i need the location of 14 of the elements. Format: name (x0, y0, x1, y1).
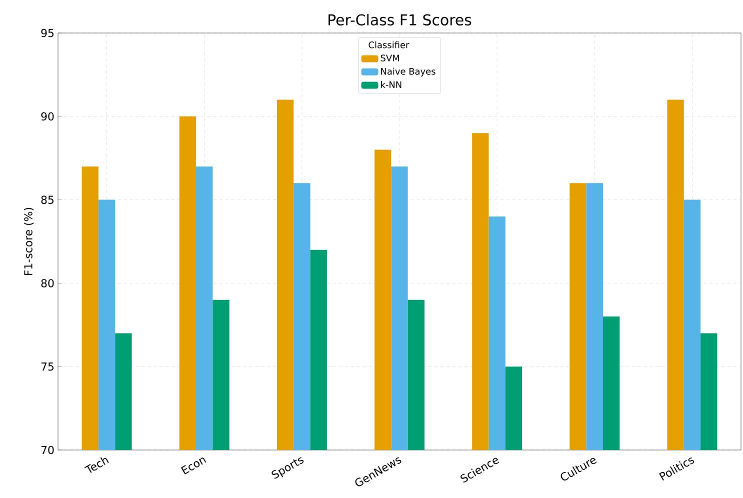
legend-label: k-NN (381, 81, 402, 88)
y-tick-label: 90 (41, 112, 54, 121)
legend-title: Classifier (368, 41, 410, 48)
y-tick-label: 75 (41, 362, 54, 371)
y-tick-label: 85 (41, 196, 54, 204)
legend-label: SVM (380, 54, 399, 62)
y-tick-label: 70 (41, 446, 54, 454)
y-tick-label: 95 (41, 28, 54, 38)
y-axis-title: F1-score (%) (24, 208, 34, 275)
chart-title: Per-Class F1 Scores (328, 14, 472, 26)
x-tick-label: Tech (84, 457, 109, 473)
legend-label: Naive Bayes (381, 68, 436, 76)
y-tick-label: 80 (41, 279, 54, 288)
x-tick-label: Econ (180, 458, 206, 474)
